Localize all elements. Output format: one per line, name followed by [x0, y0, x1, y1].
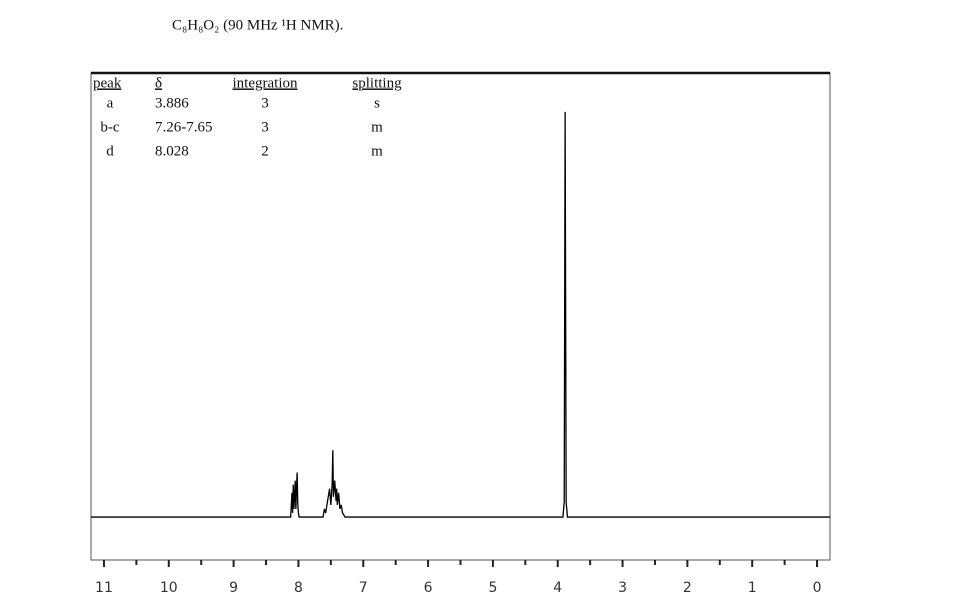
table-header: integration [233, 75, 298, 91]
table-cell: m [371, 119, 383, 135]
x-tick-label: 0 [813, 580, 822, 596]
x-tick-label: 7 [359, 580, 368, 596]
table-header: δ [155, 75, 162, 91]
x-tick-label: 5 [488, 580, 497, 596]
table-cell: b-c [100, 119, 119, 135]
x-tick-label: 3 [618, 580, 627, 596]
table-header: peak [93, 75, 122, 91]
table-cell: 7.26-7.65 [155, 119, 213, 135]
x-tick-label: 9 [229, 580, 238, 596]
table-cell: a [107, 95, 114, 111]
table-header: splitting [352, 75, 402, 91]
table-cell: s [374, 95, 380, 111]
chart-title: C₈H₈O₂ (90 MHz ¹H NMR). [172, 17, 343, 33]
table-cell: m [371, 143, 383, 159]
table-cell: d [106, 143, 114, 159]
x-tick-label: 1 [748, 580, 757, 596]
table-cell: 3 [261, 119, 269, 135]
x-tick-label: 4 [553, 580, 562, 596]
x-tick-label: 2 [683, 580, 692, 596]
x-tick-label: 6 [424, 580, 433, 596]
x-tick-label: 10 [160, 580, 178, 596]
x-tick-label: 11 [95, 580, 113, 596]
table-cell: 2 [261, 143, 269, 159]
table-cell: 8.028 [155, 143, 189, 159]
spectrum-line [91, 111, 830, 518]
table-cell: 3.886 [155, 95, 189, 111]
plot-frame [90, 72, 831, 561]
x-tick-label: 8 [294, 580, 303, 596]
table-cell: 3 [261, 95, 269, 111]
